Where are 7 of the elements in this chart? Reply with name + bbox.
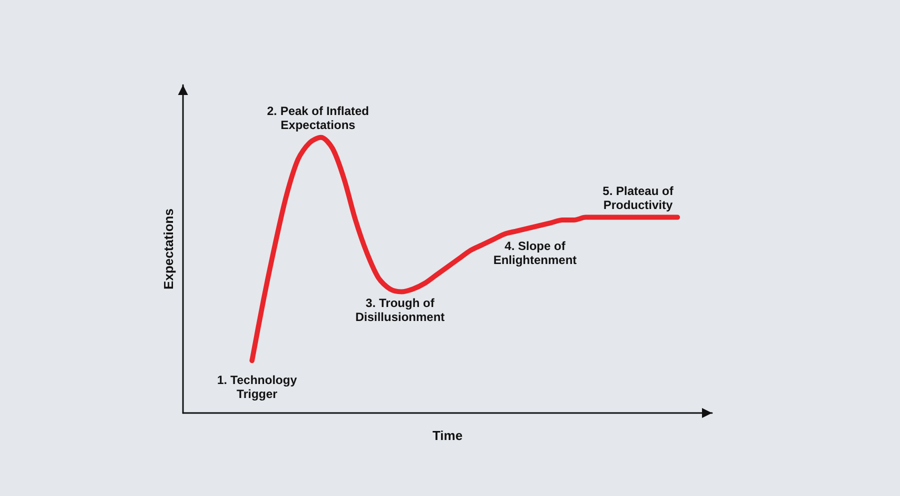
text: 2. Peak of Inflated Expectations (266, 104, 370, 132)
annotation: 5. Plateau of Productivity (602, 184, 674, 212)
annotation: 1. Technology Trigger (216, 373, 298, 401)
annotation: 4. Slope of Enlightenment (492, 239, 578, 267)
annotation: 3. Trough of Disillusionment (354, 296, 446, 324)
x-axis-title: Time (432, 428, 463, 443)
y-axis-title: Expectations (161, 208, 176, 290)
